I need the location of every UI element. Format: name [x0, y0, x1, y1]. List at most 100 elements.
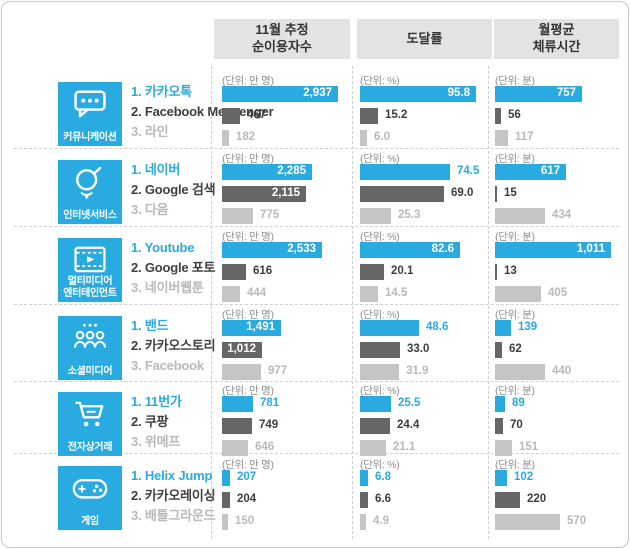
header-line: 체류시간: [532, 39, 581, 54]
bar-chart-time: (단위: 분) 102 220 570: [494, 455, 616, 532]
bar-value: 616: [253, 265, 273, 277]
category-icon-box: 인터넷서비스: [58, 160, 122, 224]
app-rank-item: 2. Google 검색: [131, 180, 216, 200]
rank-number: 3.: [131, 434, 145, 449]
bar: [222, 440, 248, 456]
bar: [360, 130, 367, 146]
rank-number: 2.: [131, 260, 145, 275]
bar-track: 62: [495, 342, 611, 358]
bar-track: 70: [495, 418, 611, 434]
bar: [495, 186, 497, 202]
bar: [360, 418, 390, 434]
bar-track: 117: [495, 130, 611, 146]
app-ranking-list: 1. 밴드 2. 카카오스토리 3. Facebook: [131, 316, 216, 376]
bar: [360, 320, 419, 336]
bar-track: 2,937: [222, 86, 338, 102]
unit-label: (단위: %): [360, 75, 400, 87]
bar-value: 440: [552, 365, 572, 377]
bar-track: 151: [495, 440, 611, 456]
bar-value: 25.3: [398, 209, 421, 221]
bar-chart-reach: (단위: %) 6.8 6.6 4.9: [359, 455, 481, 532]
app-rank-item: 1. Youtube: [131, 238, 215, 258]
bar: [222, 492, 230, 508]
bar-value: 6.0: [374, 131, 390, 143]
bar: [360, 364, 399, 380]
bar-chart-users: (단위: 만 명) 2,285 2,115 775: [221, 149, 343, 226]
bar: [360, 208, 391, 224]
unit-label: (단위: 분): [495, 459, 535, 471]
row-divider: [14, 226, 619, 227]
bar-track: 20.1: [360, 264, 476, 280]
bar-track: 21.1: [360, 440, 476, 456]
unit-label: (단위: 만 명): [222, 231, 274, 243]
app-name: 네이버: [144, 162, 181, 177]
bar-value: 82.6: [431, 243, 454, 255]
bar: [495, 396, 505, 412]
bar-chart-users: (단위: 만 명) 207 204 150: [221, 455, 343, 532]
unit-label: (단위: 분): [495, 75, 535, 87]
bar-track: 1,491: [222, 320, 338, 336]
bar: [222, 264, 246, 280]
row-divider: [14, 148, 619, 149]
bar-value: 617: [540, 165, 560, 177]
app-rank-item: 2. 카카오레이싱: [131, 486, 216, 506]
bar-track: 95.8: [360, 86, 476, 102]
app-name: 11번가: [144, 394, 182, 409]
bar-value: 6.6: [375, 493, 391, 505]
rank-number: 3.: [131, 508, 145, 523]
bar-track: 6.0: [360, 130, 476, 146]
bar-value: 2,533: [287, 243, 316, 255]
bar: [495, 418, 503, 434]
bar-value: 70: [510, 419, 523, 431]
bar-value: 749: [259, 419, 279, 431]
bar-track: 182: [222, 130, 338, 146]
bar: [222, 208, 253, 224]
unit-label: (단위: %): [360, 309, 400, 321]
app-rank-item: 2. 쿠팡: [131, 412, 182, 432]
rank-number: 1.: [131, 162, 145, 177]
rank-number: 2.: [131, 338, 145, 353]
bar-value: 25.5: [398, 397, 421, 409]
bar-value: 56: [508, 109, 521, 121]
bar-value: 405: [548, 287, 568, 299]
bar-track: 616: [222, 264, 338, 280]
bar-chart-time: (단위: 분) 617 15 434: [494, 149, 616, 226]
category-icon-box: 소셜미디어: [58, 316, 122, 380]
app-name: Youtube: [144, 240, 195, 255]
gamepad-icon: [70, 469, 110, 512]
bar-value: 2,285: [277, 165, 306, 177]
rank-number: 2.: [131, 488, 145, 503]
app-rank-item: 3. 네이버웹툰: [131, 278, 215, 298]
bar-track: 207: [222, 470, 338, 486]
bar-track: 781: [222, 396, 338, 412]
bar-value: 220: [527, 493, 547, 505]
category-label: 커뮤니케이션: [63, 131, 117, 143]
bar-track: 74.5: [360, 164, 479, 180]
bar-value: 182: [236, 131, 256, 143]
app-name: 배틀그라운드: [144, 508, 216, 523]
bar-value: 467: [247, 109, 267, 121]
bar-track: 102: [495, 470, 611, 486]
bar: [222, 86, 338, 102]
bar-track: 570: [495, 514, 611, 530]
app-name: 카카오톡: [144, 84, 192, 99]
rank-number: 3.: [131, 358, 145, 373]
bar: [360, 396, 391, 412]
bar-track: 6.6: [360, 492, 476, 508]
bar: [222, 396, 253, 412]
bar: [495, 440, 512, 456]
bar: [222, 514, 228, 530]
unit-label: (단위: 분): [495, 231, 535, 243]
search-icon: [70, 163, 110, 206]
bar-track: 6.8: [360, 470, 476, 486]
bar-value: 775: [260, 209, 280, 221]
bar: [360, 242, 460, 258]
bar-chart-users: (단위: 만 명) 781 749 646: [221, 381, 343, 458]
bar: [360, 186, 444, 202]
app-name: Google 검색: [144, 182, 216, 197]
bar-value: 1,011: [576, 243, 605, 255]
bar-track: 2,533: [222, 242, 338, 258]
bar-track: 4.9: [360, 514, 476, 530]
rank-number: 2.: [131, 104, 145, 119]
bar-chart-reach: (단위: %) 25.5 24.4 21.1: [359, 381, 481, 458]
